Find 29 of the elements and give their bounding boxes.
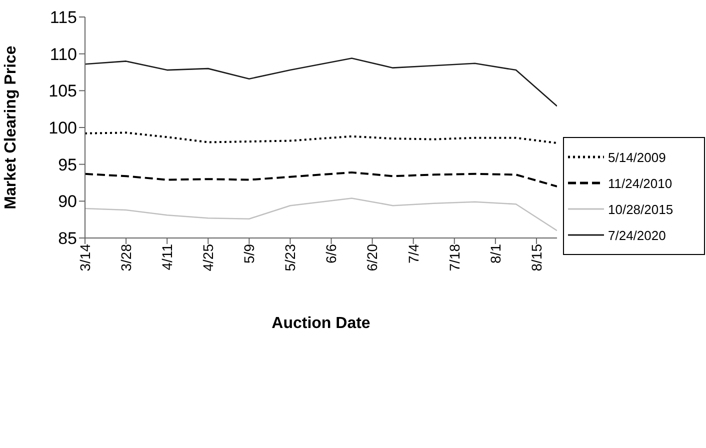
legend-label: 5/14/2009 bbox=[608, 150, 666, 164]
x-tick-label: 6/20 bbox=[364, 244, 380, 272]
legend-label: 10/28/2015 bbox=[608, 202, 674, 216]
y-tick-label: 115 bbox=[50, 8, 77, 28]
legend-label: 7/24/2020 bbox=[608, 228, 666, 242]
line-series bbox=[85, 132, 557, 144]
y-tick-label: 85 bbox=[58, 229, 77, 248]
line-series bbox=[85, 58, 557, 107]
x-tick-label: 4/11 bbox=[159, 244, 176, 270]
x-tick-label: 3/14 bbox=[76, 244, 93, 272]
x-tick-label: 8/1 bbox=[487, 244, 504, 264]
y-tick-label: 95 bbox=[58, 155, 77, 174]
x-tick-label: 7/4 bbox=[405, 244, 422, 264]
x-tick-label: 5/9 bbox=[241, 244, 258, 264]
y-tick-label: 105 bbox=[48, 82, 77, 101]
legend-label: 11/24/2010 bbox=[608, 176, 672, 190]
x-tick-label: 3/28 bbox=[118, 244, 134, 272]
line-series bbox=[85, 198, 557, 232]
y-tick-label: 90 bbox=[58, 192, 77, 212]
x-tick-label: 6/6 bbox=[323, 244, 340, 264]
x-tick-label: 4/25 bbox=[200, 244, 216, 272]
line-series bbox=[85, 171, 557, 188]
y-tick-label: 100 bbox=[48, 118, 77, 138]
x-tick-label: 7/18 bbox=[446, 244, 462, 272]
x-tick-label: 8/15 bbox=[528, 244, 544, 272]
x-tick-label: 5/23 bbox=[282, 244, 298, 272]
y-axis-title: Market Clearing Price bbox=[2, 46, 20, 210]
y-tick-label: 110 bbox=[50, 44, 77, 64]
x-axis-title: Auction Date bbox=[272, 315, 370, 332]
